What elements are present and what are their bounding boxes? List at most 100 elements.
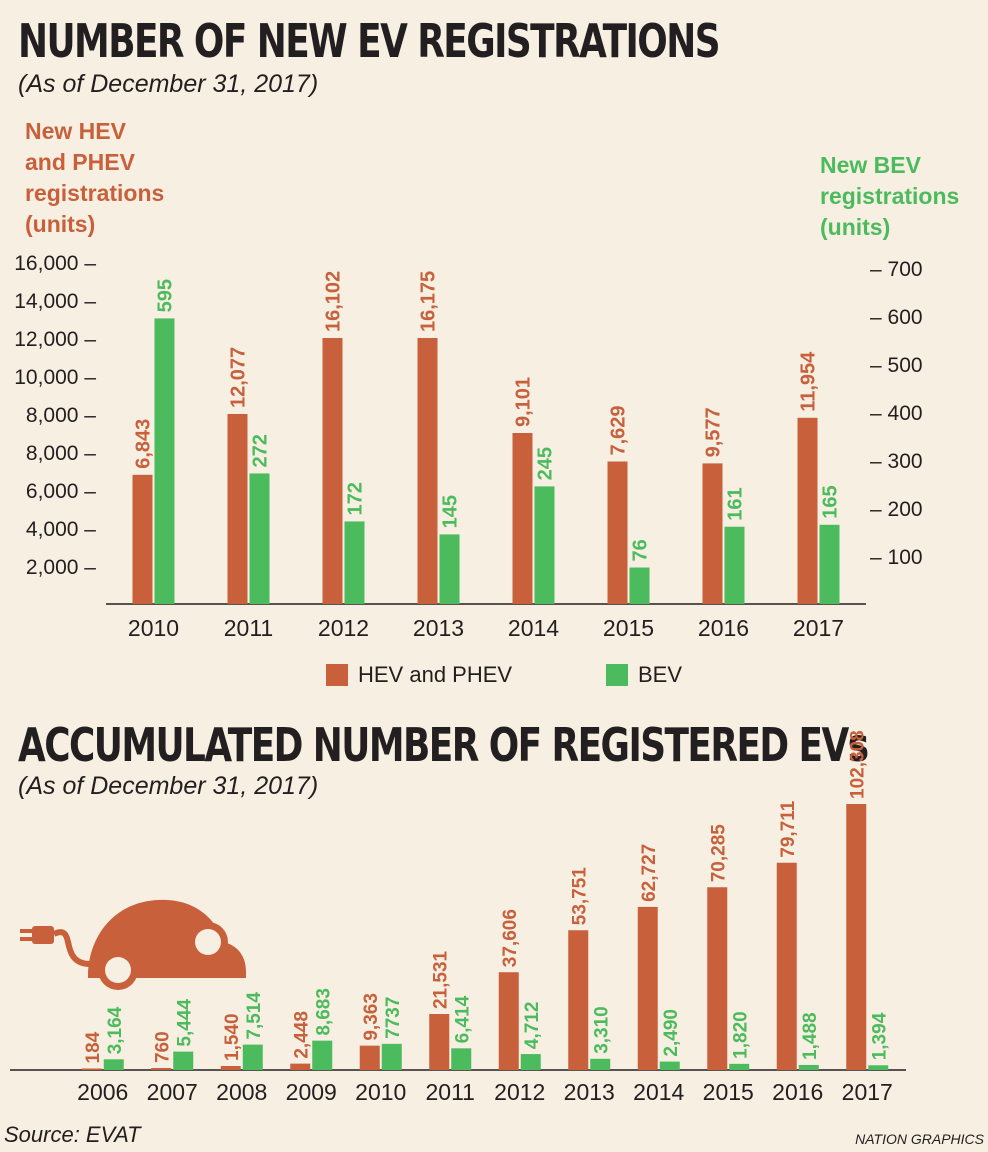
- bev-bar: [659, 1061, 680, 1070]
- bottom-chart-subtitle: (As of December 31, 2017): [18, 772, 319, 800]
- bev-data-label: 76: [630, 539, 652, 561]
- x-tick-label: 2010: [355, 1079, 406, 1105]
- bev-bar: [154, 318, 175, 604]
- right-axis-tick-label: – 700: [870, 258, 923, 281]
- hev-bar: [132, 474, 153, 604]
- x-tick-label: 2015: [703, 1079, 754, 1105]
- credit-note: NATION GRAPHICS: [855, 1131, 984, 1147]
- x-tick-label: 2017: [793, 615, 844, 641]
- hev-data-label: 12,077: [228, 347, 250, 408]
- bev-bar: [242, 1044, 263, 1070]
- hev-data-label: 2,448: [291, 1011, 312, 1059]
- hev-bar: [429, 1014, 450, 1070]
- bev-data-label: 7,514: [244, 992, 265, 1040]
- bev-bar: [249, 473, 270, 604]
- bev-bar: [173, 1051, 194, 1070]
- bev-data-label: 161: [725, 487, 747, 520]
- right-axis-tick-label: – 100: [870, 546, 923, 569]
- bev-data-label: 8,683: [313, 988, 334, 1036]
- bev-data-label: 1,820: [730, 1011, 751, 1059]
- hev-data-label: 1,540: [222, 1013, 243, 1061]
- hev-bar: [568, 930, 589, 1070]
- left-axis-title-line: registrations: [25, 180, 165, 206]
- hev-bar: [81, 1068, 102, 1070]
- hev-data-label: 53,751: [569, 867, 590, 926]
- hev-bar: [151, 1068, 172, 1070]
- hev-data-label: 11,954: [798, 351, 820, 412]
- bev-bar: [312, 1040, 333, 1070]
- bev-data-label: 4,712: [522, 1002, 543, 1050]
- left-axis-tick-label: 12,000 –: [14, 328, 96, 351]
- hev-bar: [220, 1065, 241, 1070]
- right-axis-tick-label: – 600: [870, 306, 923, 329]
- right-axis-tick-label: – 300: [870, 450, 923, 473]
- left-axis-tick-label: 2,000 –: [26, 556, 96, 579]
- hev-bar: [797, 417, 818, 604]
- bev-data-label: 3,310: [591, 1006, 612, 1054]
- legend-label-bev: BEV: [638, 662, 683, 687]
- bev-data-label: 245: [535, 447, 557, 480]
- bev-bar: [520, 1054, 541, 1070]
- left-axis-tick-label: 8,000 –: [26, 442, 96, 465]
- right-axis-title-line: New BEV: [820, 152, 921, 178]
- legend-item-bev: BEV: [606, 662, 682, 688]
- bev-bar: [103, 1059, 124, 1070]
- hev-bar: [227, 414, 248, 604]
- bev-bar: [590, 1058, 611, 1070]
- bev-data-label: 6,414: [452, 995, 473, 1043]
- top-chart-title: NUMBER OF NEW EV REGISTRATIONS: [18, 14, 721, 68]
- x-tick-label: 2016: [772, 1079, 823, 1105]
- hev-data-label: 184: [83, 1031, 104, 1063]
- bev-bar: [451, 1048, 472, 1070]
- bev-data-label: 172: [345, 482, 367, 515]
- right-axis-title-line: (units): [820, 214, 891, 240]
- x-tick-label: 2011: [224, 615, 273, 641]
- hev-data-label: 62,727: [639, 844, 660, 902]
- bev-bar: [629, 567, 650, 604]
- right-axis-tick-label: – 500: [870, 354, 923, 377]
- bev-data-label: 3,164: [105, 1006, 126, 1054]
- hev-bar: [322, 338, 343, 604]
- legend-label-hev: HEV and PHEV: [358, 662, 513, 687]
- hev-data-label: 7,629: [608, 405, 630, 455]
- left-axis-tick-label: 16,000 –: [14, 252, 96, 275]
- left-axis-tick-label: 4,000 –: [26, 518, 96, 541]
- legend: HEV and PHEV BEV: [0, 662, 988, 698]
- hev-data-label: 21,531: [430, 950, 451, 1009]
- x-tick-label: 2006: [77, 1079, 128, 1105]
- x-tick-label: 2010: [128, 615, 179, 641]
- bev-data-label: 5,444: [174, 999, 195, 1047]
- bev-data-label: 145: [440, 495, 462, 528]
- hev-bar: [846, 804, 867, 1070]
- legend-swatch-bev: [606, 664, 628, 686]
- bev-bar: [798, 1064, 819, 1070]
- x-tick-label: 2014: [633, 1079, 684, 1105]
- x-tick-label: 2012: [494, 1079, 545, 1105]
- bev-bar: [439, 534, 460, 604]
- bev-bar: [819, 524, 840, 604]
- hev-bar: [359, 1045, 380, 1070]
- bottom-chart-title: ACCUMULATED NUMBER OF REGISTERED EVs: [18, 718, 869, 772]
- hev-bar: [702, 463, 723, 604]
- right-axis-title: New BEV registrations (units): [820, 150, 959, 243]
- hev-data-label: 9,577: [703, 407, 725, 457]
- left-axis-title-line: and PHEV: [25, 149, 135, 175]
- x-tick-label: 2015: [603, 615, 654, 641]
- bev-bar: [729, 1063, 750, 1070]
- left-axis-tick-label: 10,000 –: [14, 366, 96, 389]
- bev-data-label: 595: [155, 279, 177, 312]
- bev-bar: [534, 486, 555, 604]
- right-axis-title-line: registrations: [820, 183, 960, 209]
- x-tick-label: 2013: [413, 615, 464, 641]
- bev-data-label: 2,490: [661, 1009, 682, 1057]
- x-tick-label: 2017: [842, 1079, 893, 1105]
- left-axis-tick-label: 6,000 –: [26, 480, 96, 503]
- left-axis-title-line: New HEV: [25, 118, 126, 144]
- top-chart: 16,000 – 14,000 – 12,000 – 10,000 – 8,000 – 8…: [14, 252, 923, 641]
- hev-data-label: 70,285: [708, 824, 729, 883]
- source-note: Source: EVAT: [4, 1122, 141, 1147]
- hev-bar: [607, 461, 628, 604]
- x-tick-label: 2009: [286, 1079, 337, 1105]
- hev-data-label: 9,363: [361, 993, 382, 1041]
